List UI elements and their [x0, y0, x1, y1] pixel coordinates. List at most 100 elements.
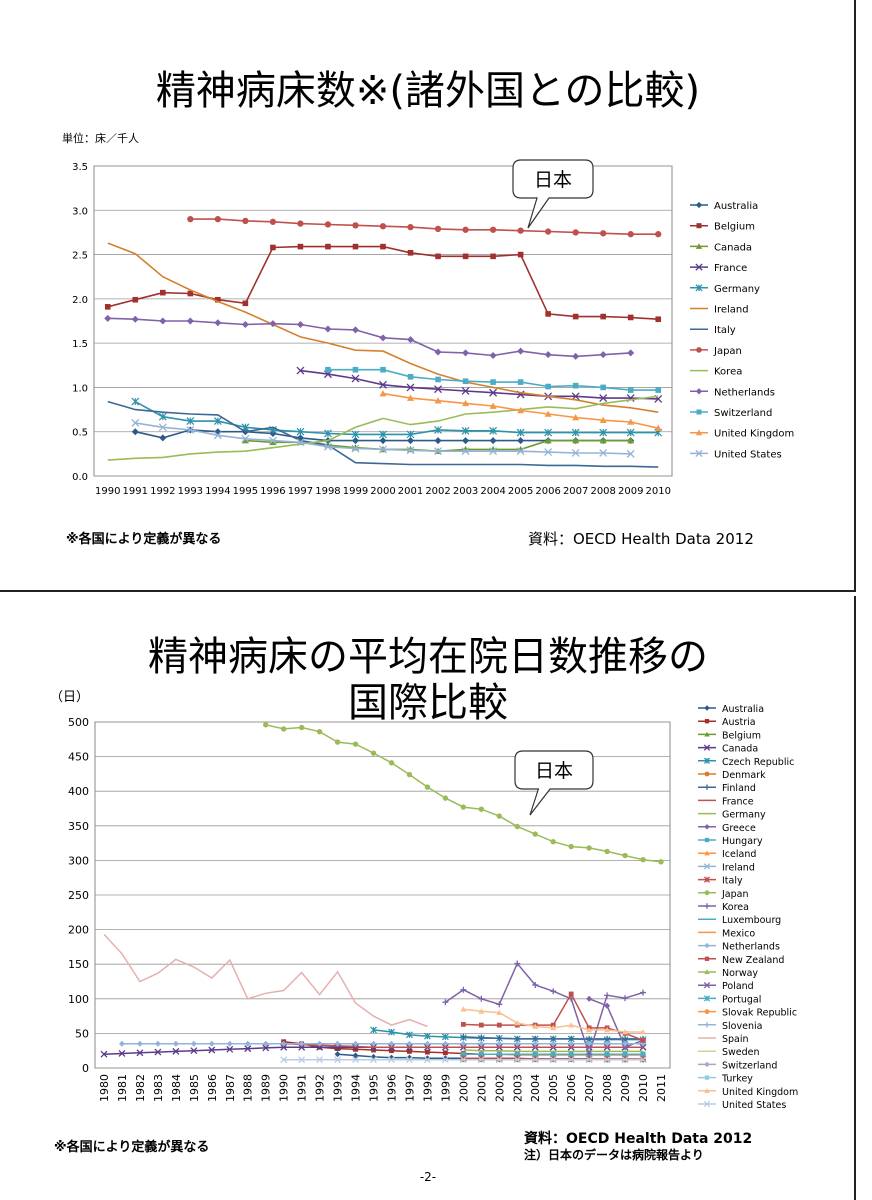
data-point — [154, 1048, 162, 1056]
legend-marker — [704, 731, 710, 737]
chart2-unit-label: （日） — [50, 690, 90, 705]
legend-marker — [695, 263, 703, 271]
data-point — [496, 1035, 503, 1042]
data-point — [298, 1056, 306, 1064]
data-point — [517, 437, 525, 445]
data-point — [462, 437, 470, 445]
data-point — [423, 1056, 431, 1064]
data-point — [262, 1044, 270, 1052]
data-point — [424, 784, 431, 790]
x-tick-label: 2009 — [619, 1074, 632, 1102]
data-point — [654, 424, 662, 431]
data-point — [244, 1040, 251, 1047]
series-line — [265, 724, 662, 863]
series-spain — [103, 933, 428, 1028]
legend-label: Sweden — [722, 1047, 760, 1058]
data-point — [244, 1045, 252, 1053]
data-point — [424, 1040, 431, 1047]
data-point — [263, 722, 269, 728]
data-point — [496, 1022, 502, 1028]
data-point — [550, 839, 556, 845]
legend-marker — [703, 982, 711, 989]
legend-label: Hungary — [722, 836, 763, 847]
data-point — [434, 385, 443, 394]
data-point — [460, 1006, 467, 1012]
y-tick-label: 3.5 — [72, 162, 88, 173]
legend-marker — [704, 1022, 710, 1028]
x-tick-label: 1984 — [170, 1074, 183, 1102]
data-point — [158, 412, 167, 421]
x-tick-label: 1995 — [233, 486, 258, 497]
data-point — [544, 410, 552, 417]
data-point — [478, 1022, 484, 1028]
data-point — [379, 223, 387, 230]
data-point — [351, 326, 359, 334]
y-tick-label: 350 — [68, 820, 89, 833]
data-point — [544, 428, 553, 437]
data-point — [462, 226, 469, 233]
data-point — [242, 217, 249, 225]
series-finland — [460, 1033, 647, 1042]
data-point — [478, 1051, 484, 1057]
legend-marker — [704, 1088, 710, 1093]
data-point — [572, 414, 580, 421]
data-point — [187, 215, 194, 223]
data-point — [352, 366, 359, 373]
data-point — [532, 1023, 539, 1029]
x-tick-label: 1997 — [288, 486, 313, 497]
legend-label: United States — [722, 1100, 786, 1111]
legend-label: Switzerland — [722, 1060, 777, 1071]
x-tick-label: 2007 — [583, 1074, 596, 1102]
legend-label: Italy — [714, 325, 736, 336]
data-point — [496, 813, 502, 819]
series-japan — [263, 722, 664, 865]
x-tick-label: 2005 — [508, 486, 533, 497]
series-germany — [463, 1049, 643, 1053]
data-point — [280, 726, 287, 732]
series-united-kingdom — [379, 390, 662, 431]
data-point — [544, 228, 552, 235]
data-point — [190, 1047, 198, 1055]
data-point — [405, 1056, 413, 1064]
data-point — [460, 1040, 467, 1047]
data-point — [353, 1046, 358, 1052]
data-point — [599, 449, 608, 457]
data-point — [460, 804, 467, 810]
callout-label: 日本 — [534, 169, 572, 191]
y-tick-label: 1.0 — [72, 383, 88, 394]
data-point — [131, 315, 139, 323]
x-tick-label: 1994 — [350, 1074, 363, 1102]
legend-marker — [704, 969, 710, 975]
data-point — [477, 1056, 485, 1064]
data-point — [532, 981, 539, 988]
data-point — [352, 243, 359, 250]
chart2-source: 資料：OECD Health Data 2012 — [524, 1131, 753, 1147]
data-point — [324, 429, 332, 438]
series-switzerland — [325, 366, 662, 393]
data-point — [640, 1029, 647, 1035]
data-point — [639, 1056, 647, 1064]
data-point — [572, 229, 579, 236]
y-tick-label: 0.5 — [72, 428, 88, 439]
x-tick-label: 2000 — [457, 1074, 470, 1102]
legend-marker — [704, 771, 710, 777]
data-point — [296, 427, 305, 436]
x-tick-label: 1981 — [116, 1074, 129, 1102]
data-point — [517, 406, 525, 414]
data-point — [380, 243, 386, 250]
legend-label: Japan — [713, 346, 742, 357]
series-new-zealand — [460, 991, 646, 1043]
data-point — [586, 1051, 593, 1058]
callout-bubble — [514, 750, 594, 816]
data-point — [496, 1009, 503, 1016]
x-tick-label: 2008 — [590, 486, 615, 497]
data-point — [622, 1051, 628, 1057]
x-tick-label: 1995 — [368, 1074, 381, 1102]
chart2-japan-callout: 日本 — [514, 750, 594, 816]
x-tick-label: 2004 — [529, 1074, 542, 1102]
data-point — [172, 1040, 179, 1047]
data-point — [435, 253, 441, 260]
x-tick-label: 1983 — [152, 1074, 165, 1102]
data-point — [640, 1051, 646, 1057]
y-tick-label: 200 — [68, 924, 89, 937]
